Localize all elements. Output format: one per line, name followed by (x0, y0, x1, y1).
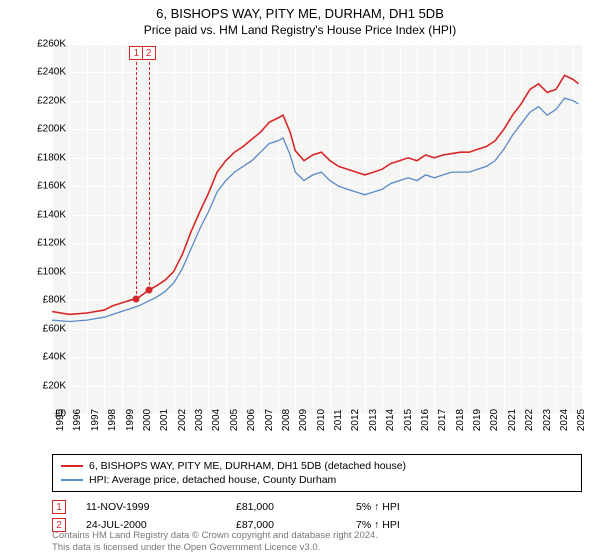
legend-area: 6, BISHOPS WAY, PITY ME, DURHAM, DH1 5DB… (52, 454, 582, 534)
y-axis-label: £40K (43, 352, 66, 363)
y-axis-label: £260K (37, 39, 66, 50)
x-axis-label: 2017 (437, 409, 448, 431)
y-axis-label: £220K (37, 95, 66, 106)
x-axis-label: 1998 (107, 409, 118, 431)
sales-table: 111-NOV-1999£81,0005% ↑ HPI224-JUL-2000£… (52, 498, 582, 534)
x-axis-label: 2005 (229, 409, 240, 431)
y-axis-label: £160K (37, 181, 66, 192)
x-axis-label: 2019 (472, 409, 483, 431)
x-axis-label: 2007 (264, 409, 275, 431)
attribution-line2: This data is licensed under the Open Gov… (52, 542, 378, 554)
chart-title: 6, BISHOPS WAY, PITY ME, DURHAM, DH1 5DB (0, 0, 600, 21)
x-axis-label: 2002 (177, 409, 188, 431)
x-axis-label: 2020 (489, 409, 500, 431)
legend-label-2: HPI: Average price, detached house, Coun… (89, 473, 336, 487)
x-axis-label: 2023 (542, 409, 553, 431)
legend-swatch-1 (61, 465, 83, 467)
y-axis-label: £240K (37, 67, 66, 78)
x-axis-label: 2021 (507, 409, 518, 431)
x-axis-label: 2013 (368, 409, 379, 431)
x-axis-label: 2003 (194, 409, 205, 431)
legend-row-series1: 6, BISHOPS WAY, PITY ME, DURHAM, DH1 5DB… (61, 459, 573, 473)
x-axis-label: 2025 (576, 409, 587, 431)
y-axis-label: £20K (43, 380, 66, 391)
y-axis-label: £140K (37, 209, 66, 220)
x-axis-label: 2022 (524, 409, 535, 431)
sale-diff: 5% ↑ HPI (356, 501, 456, 513)
y-axis-label: £200K (37, 124, 66, 135)
x-axis-label: 2008 (281, 409, 292, 431)
chart-lines (52, 44, 582, 414)
series-line (52, 75, 579, 314)
y-axis-label: £60K (43, 323, 66, 334)
x-axis-label: 2011 (333, 409, 344, 431)
y-axis-label: £180K (37, 152, 66, 163)
legend-label-1: 6, BISHOPS WAY, PITY ME, DURHAM, DH1 5DB… (89, 459, 406, 473)
attribution-text: Contains HM Land Registry data © Crown c… (52, 530, 378, 554)
sale-idx-box: 1 (52, 500, 66, 514)
x-axis-label: 1997 (90, 409, 101, 431)
sale-marker-box: 2 (142, 46, 156, 60)
x-axis-label: 2010 (316, 409, 327, 431)
x-axis-label: 2001 (159, 409, 170, 431)
y-axis-label: £120K (37, 238, 66, 249)
x-axis-label: 1995 (55, 409, 66, 431)
x-axis-label: 2012 (350, 409, 361, 431)
x-axis-label: 2018 (455, 409, 466, 431)
legend-row-series2: HPI: Average price, detached house, Coun… (61, 473, 573, 487)
x-axis-label: 2009 (298, 409, 309, 431)
legend-swatch-2 (61, 479, 83, 481)
plot-area: 12 (52, 44, 582, 414)
sale-row: 1 11-NOV-1999 £81,000 5% ↑ HPI (52, 498, 582, 516)
y-axis-label: £100K (37, 266, 66, 277)
x-axis-label: 2016 (420, 409, 431, 431)
x-axis-label: 2014 (385, 409, 396, 431)
x-axis-label: 1999 (125, 409, 136, 431)
attribution-line1: Contains HM Land Registry data © Crown c… (52, 530, 378, 542)
series-line (52, 98, 579, 321)
legend-box: 6, BISHOPS WAY, PITY ME, DURHAM, DH1 5DB… (52, 454, 582, 492)
sale-price: £81,000 (236, 501, 336, 513)
sale-date: 11-NOV-1999 (86, 501, 216, 513)
sale-marker-line (149, 62, 150, 290)
sale-marker-line (136, 62, 137, 299)
sale-marker-dot (133, 295, 140, 302)
x-axis-label: 1996 (72, 409, 83, 431)
chart-container: 6, BISHOPS WAY, PITY ME, DURHAM, DH1 5DB… (0, 0, 600, 560)
x-axis-label: 2024 (559, 409, 570, 431)
x-axis-label: 2006 (246, 409, 257, 431)
x-axis-label: 2000 (142, 409, 153, 431)
sale-marker-dot (145, 287, 152, 294)
y-axis-label: £80K (43, 295, 66, 306)
x-axis-label: 2015 (403, 409, 414, 431)
x-axis-label: 2004 (211, 409, 222, 431)
chart-subtitle: Price paid vs. HM Land Registry's House … (0, 21, 600, 43)
